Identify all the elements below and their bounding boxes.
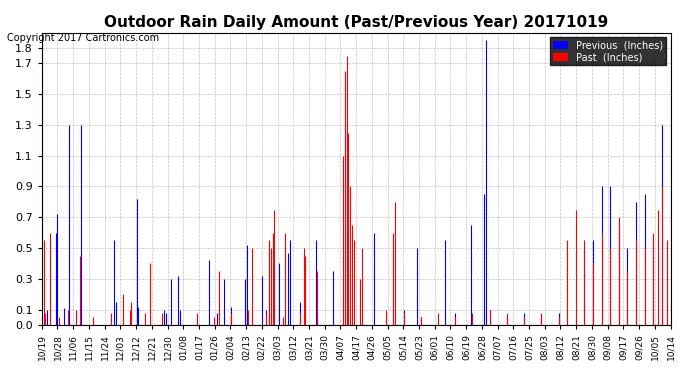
Legend: Previous  (Inches), Past  (Inches): Previous (Inches), Past (Inches): [551, 38, 666, 65]
Text: Copyright 2017 Cartronics.com: Copyright 2017 Cartronics.com: [7, 33, 159, 43]
Title: Outdoor Rain Daily Amount (Past/Previous Year) 20171019: Outdoor Rain Daily Amount (Past/Previous…: [104, 15, 609, 30]
